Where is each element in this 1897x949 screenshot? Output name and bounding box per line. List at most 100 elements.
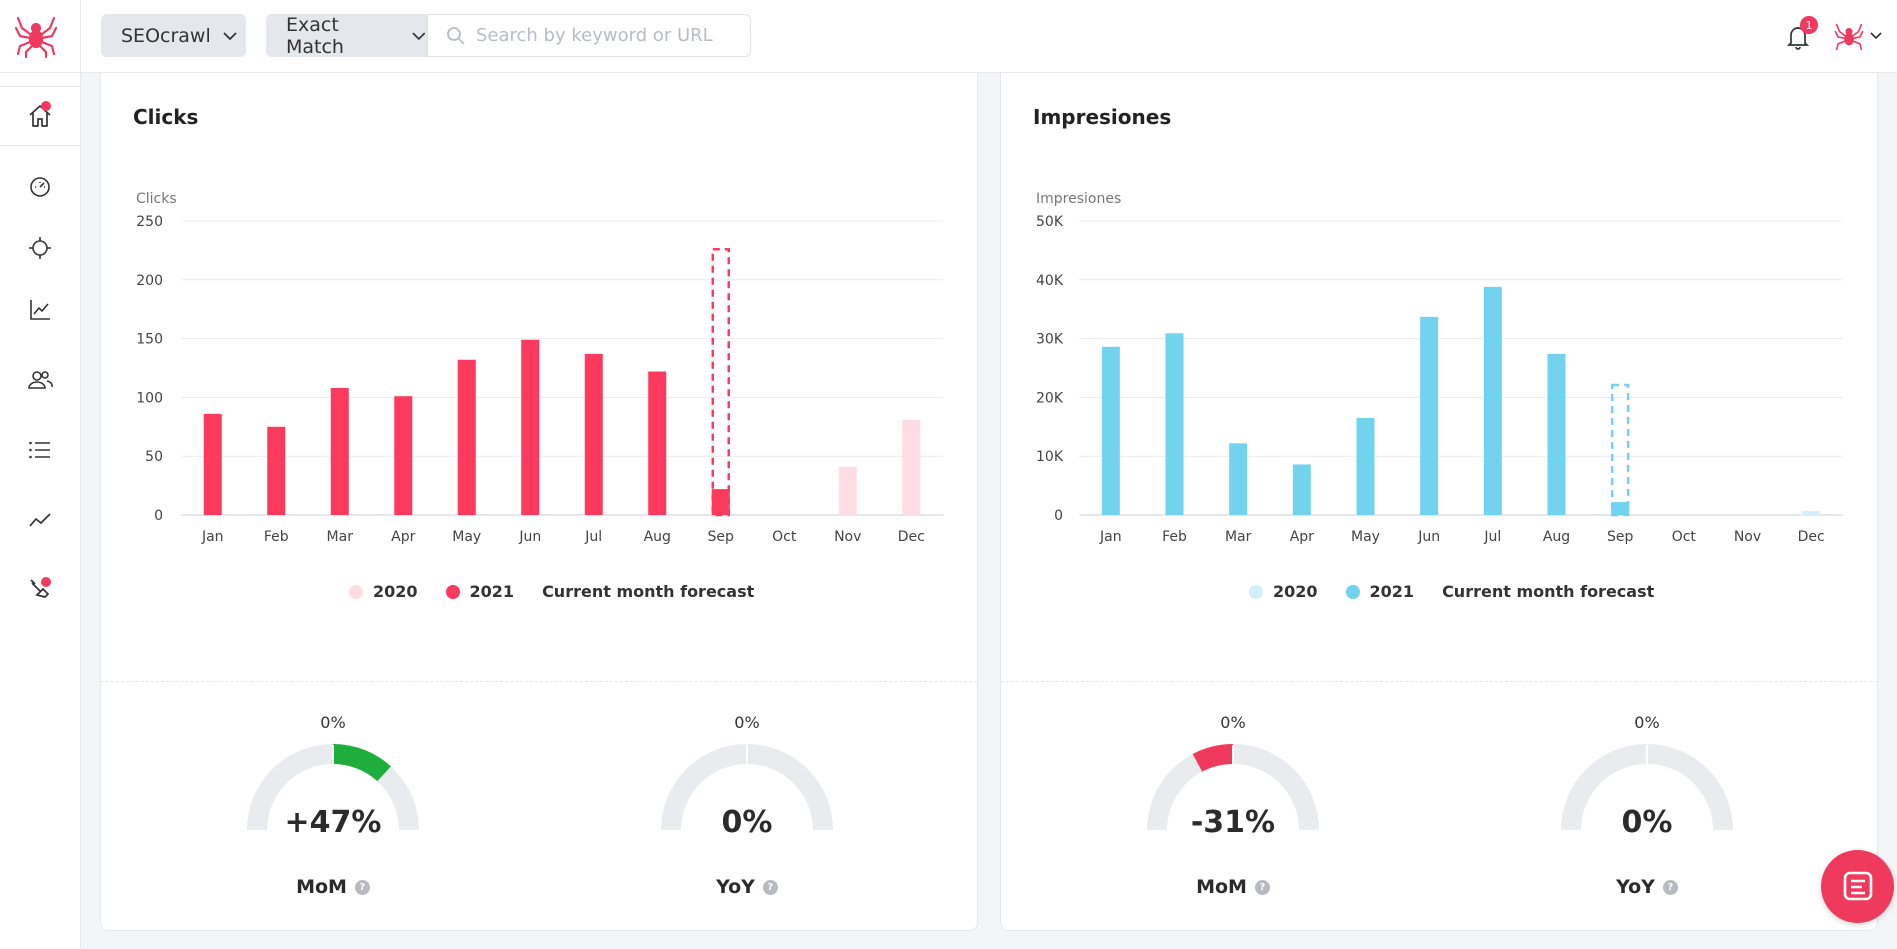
legend-label: 2020 <box>373 582 418 601</box>
match-type-label: Exact Match <box>286 13 344 58</box>
x-tick-label: Jun <box>518 529 541 545</box>
help-icon[interactable]: ? <box>354 880 370 895</box>
help-icon[interactable]: ? <box>1254 880 1270 895</box>
divider <box>1001 681 1877 682</box>
clicks-title: Clicks <box>133 105 199 129</box>
bar-forecast <box>711 247 730 517</box>
sidebar-item-home[interactable] <box>0 86 80 146</box>
gauge-value: -31% <box>1190 805 1276 840</box>
gauge-label: MoM? <box>228 876 438 898</box>
y-tick-label: 0 <box>1054 508 1063 524</box>
y-tick-label: 200 <box>136 273 163 289</box>
y-tick-label: 0 <box>154 508 163 524</box>
match-type-selector[interactable]: Exact Match <box>266 13 428 58</box>
x-tick-label: Jun <box>1417 529 1440 545</box>
x-tick-label: Sep <box>708 529 735 545</box>
bar-2021 <box>1229 443 1248 515</box>
y-tick-label: 50K <box>1036 214 1064 230</box>
gauge-value: 0% <box>1621 805 1673 840</box>
home-icon <box>29 105 51 127</box>
chevron-down-icon[interactable] <box>1868 28 1884 44</box>
notification-dot <box>41 101 51 111</box>
legend-item-2020[interactable]: 2020 <box>1249 582 1318 601</box>
x-tick-label: Dec <box>898 529 925 545</box>
top-bar: SEOcrawl Exact Match 1 <box>0 0 1897 73</box>
legend-item-forecast[interactable]: Current month forecast <box>1442 582 1654 601</box>
search-icon <box>447 26 465 45</box>
gauge-label: MoM? <box>1128 876 1338 898</box>
legend-item-2021[interactable]: 2021 <box>445 582 515 601</box>
sidebar-item-performance[interactable] <box>0 280 80 340</box>
legend-label: Current month forecast <box>1442 582 1655 601</box>
legend-item-2020[interactable]: 2020 <box>349 582 418 601</box>
y-tick-label: 100 <box>136 390 163 406</box>
y-tick-label: 30K <box>1036 332 1064 348</box>
x-tick-label: Sep <box>1607 529 1634 545</box>
gauge-label-text: YoY <box>1616 876 1655 898</box>
x-tick-label: Jul <box>1483 529 1501 545</box>
dashboard-gauge-icon <box>30 177 50 197</box>
bar-2021 <box>1165 333 1184 515</box>
legend-label: Current month forecast <box>542 582 755 601</box>
x-tick-label: Jan <box>1099 529 1122 545</box>
x-tick-label: Mar <box>1225 529 1252 545</box>
x-tick-label: Aug <box>644 529 671 545</box>
legend-label: 2021 <box>469 582 515 601</box>
avatar[interactable] <box>1834 22 1864 52</box>
gauge-arc <box>1147 744 1319 831</box>
gauge-label-text: YoY <box>716 876 755 898</box>
seocrawl-logo-icon[interactable] <box>14 14 58 58</box>
site-selector[interactable]: SEOcrawl <box>101 14 246 57</box>
bar-2020 <box>838 466 857 515</box>
x-tick-label: May <box>1351 529 1380 545</box>
bar-2021 <box>203 413 222 515</box>
bar-2021 <box>1483 286 1502 515</box>
x-tick-label: Jul <box>584 529 602 545</box>
legend-label: 2020 <box>1273 582 1318 601</box>
x-tick-label: May <box>452 529 481 545</box>
bar-2021 <box>1547 353 1566 515</box>
legend-dot <box>445 584 460 599</box>
clicks-card: Clicks Clicks 0 50 100 150 200 250 Jan Feb Mar Apr… <box>100 73 978 931</box>
chevron-down-icon <box>223 31 237 40</box>
sidebar-item-dashboard[interactable] <box>0 156 80 216</box>
bar-2020 <box>902 419 921 515</box>
clicks-yoy-gauge: 0% 0% YoY? <box>642 713 852 903</box>
y-tick-label: 250 <box>136 214 163 230</box>
help-icon[interactable]: ? <box>762 880 778 895</box>
search-input[interactable] <box>476 25 746 46</box>
sidebar-item-list[interactable] <box>0 420 80 480</box>
bar-2021 <box>584 353 603 515</box>
legend-label: 2021 <box>1369 582 1415 601</box>
crosshair-icon <box>29 237 51 259</box>
bar-2021 <box>648 371 667 515</box>
legend-item-forecast[interactable]: Current month forecast <box>542 582 754 601</box>
bar-2021 <box>330 387 349 515</box>
chat-icon <box>1843 871 1872 900</box>
site-selector-label: SEOcrawl <box>121 24 211 47</box>
x-tick-label: Nov <box>834 529 861 545</box>
bar-2021 <box>1101 346 1120 515</box>
clicks-chart: Clicks 0 50 100 150 200 250 Jan Feb Mar Apr May Jun J… <box>136 191 943 545</box>
gauge-arc <box>1561 744 1733 831</box>
sidebar-item-analytics[interactable] <box>0 490 80 550</box>
legend-dot <box>1345 584 1360 599</box>
legend-item-2021[interactable]: 2021 <box>1345 582 1415 601</box>
sidebar-item-tools[interactable] <box>0 559 80 619</box>
clicks-legend: 2020 2021 Current month forecast <box>349 582 782 601</box>
help-icon[interactable]: ? <box>1662 880 1678 895</box>
sidebar-item-tracking[interactable] <box>0 218 80 278</box>
impressions-yoy-gauge: 0% 0% YoY? <box>1542 713 1752 903</box>
sidebar-item-users[interactable] <box>0 350 80 410</box>
bar-2021 <box>1420 316 1439 515</box>
x-tick-label: Apr <box>1290 529 1314 545</box>
chat-button[interactable] <box>1821 850 1894 923</box>
x-tick-label: Mar <box>327 529 354 545</box>
gauge-value: 0% <box>721 805 773 840</box>
legend-dot <box>349 584 363 599</box>
logo-divider <box>80 0 81 73</box>
impressions-title: Impresiones <box>1033 105 1172 129</box>
search-box <box>427 14 751 57</box>
clicks-mom-gauge: 0% +47% MoM? <box>228 713 438 903</box>
impressions-legend: 2020 2021 Current month forecast <box>1249 582 1682 601</box>
